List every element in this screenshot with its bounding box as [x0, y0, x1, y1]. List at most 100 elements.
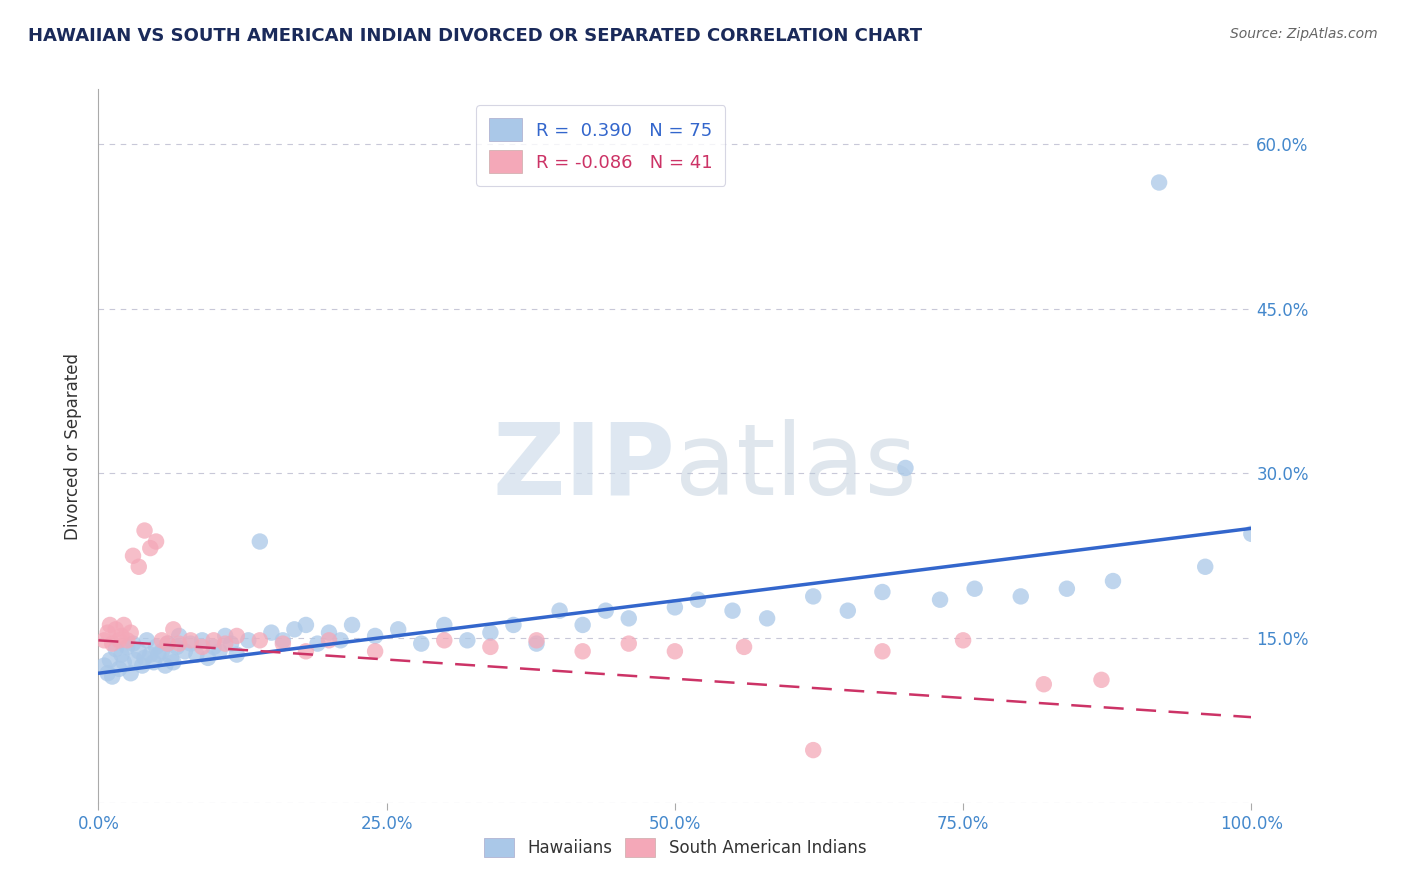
Point: [104, 642, 127, 657]
Point: [571, 618, 593, 632]
Legend: Hawaiians, South American Indians: Hawaiians, South American Indians: [475, 830, 875, 866]
Point: [155, 658, 177, 673]
Point: [837, 604, 859, 618]
Point: [108, 633, 131, 648]
Text: atlas: atlas: [675, 419, 917, 516]
Point: [139, 541, 162, 555]
Point: [364, 644, 387, 658]
Point: [721, 604, 744, 618]
Text: Source: ZipAtlas.com: Source: ZipAtlas.com: [1230, 27, 1378, 41]
Point: [186, 648, 208, 662]
Y-axis label: Divorced or Separated: Divorced or Separated: [65, 352, 83, 540]
Point: [202, 640, 225, 654]
Point: [364, 629, 387, 643]
Point: [1032, 677, 1054, 691]
Point: [801, 743, 824, 757]
Point: [686, 592, 709, 607]
Point: [963, 582, 986, 596]
Point: [174, 644, 197, 658]
Point: [664, 600, 686, 615]
Point: [97, 625, 120, 640]
Point: [120, 625, 142, 640]
Point: [110, 629, 132, 643]
Point: [1147, 176, 1170, 190]
Point: [145, 640, 167, 654]
Point: [872, 585, 894, 599]
Point: [295, 644, 318, 658]
Point: [104, 623, 127, 637]
Point: [202, 633, 225, 648]
Point: [801, 590, 824, 604]
Point: [225, 629, 247, 643]
Point: [214, 629, 236, 643]
Point: [479, 625, 502, 640]
Point: [733, 640, 755, 654]
Point: [131, 658, 153, 673]
Point: [166, 640, 188, 654]
Point: [894, 461, 917, 475]
Point: [110, 648, 132, 662]
Point: [1056, 582, 1078, 596]
Point: [98, 653, 121, 667]
Point: [295, 618, 318, 632]
Point: [307, 637, 329, 651]
Point: [150, 633, 173, 648]
Point: [101, 637, 124, 651]
Point: [456, 633, 478, 648]
Point: [122, 637, 145, 651]
Point: [1240, 526, 1263, 541]
Point: [283, 623, 305, 637]
Point: [872, 644, 894, 658]
Point: [117, 633, 139, 648]
Point: [260, 625, 283, 640]
Point: [318, 633, 340, 648]
Point: [340, 618, 363, 632]
Point: [167, 629, 190, 643]
Point: [191, 640, 214, 654]
Point: [1194, 559, 1216, 574]
Point: [139, 648, 162, 662]
Point: [145, 534, 167, 549]
Point: [128, 644, 150, 658]
Point: [97, 666, 120, 681]
Point: [526, 637, 548, 651]
Point: [502, 618, 524, 632]
Point: [1090, 673, 1112, 687]
Point: [120, 666, 142, 681]
Point: [271, 637, 294, 651]
Text: ZIP: ZIP: [492, 419, 675, 516]
Point: [180, 637, 202, 651]
Point: [93, 658, 115, 673]
Point: [1010, 590, 1032, 604]
Point: [433, 633, 456, 648]
Point: [98, 618, 121, 632]
Point: [156, 637, 179, 651]
Point: [148, 648, 170, 662]
Point: [411, 637, 433, 651]
Point: [150, 644, 173, 658]
Point: [479, 640, 502, 654]
Point: [156, 637, 179, 651]
Point: [112, 618, 135, 632]
Point: [756, 611, 779, 625]
Point: [160, 651, 183, 665]
Point: [271, 633, 294, 648]
Point: [191, 633, 214, 648]
Point: [117, 640, 139, 654]
Point: [214, 637, 236, 651]
Point: [197, 651, 219, 665]
Point: [249, 633, 271, 648]
Point: [134, 524, 156, 538]
Point: [225, 648, 247, 662]
Point: [929, 592, 952, 607]
Point: [664, 644, 686, 658]
Point: [180, 633, 202, 648]
Point: [167, 637, 190, 651]
Point: [162, 623, 184, 637]
Point: [128, 559, 150, 574]
Point: [571, 644, 593, 658]
Point: [1102, 574, 1125, 588]
Point: [219, 637, 242, 651]
Point: [112, 655, 135, 669]
Point: [526, 633, 548, 648]
